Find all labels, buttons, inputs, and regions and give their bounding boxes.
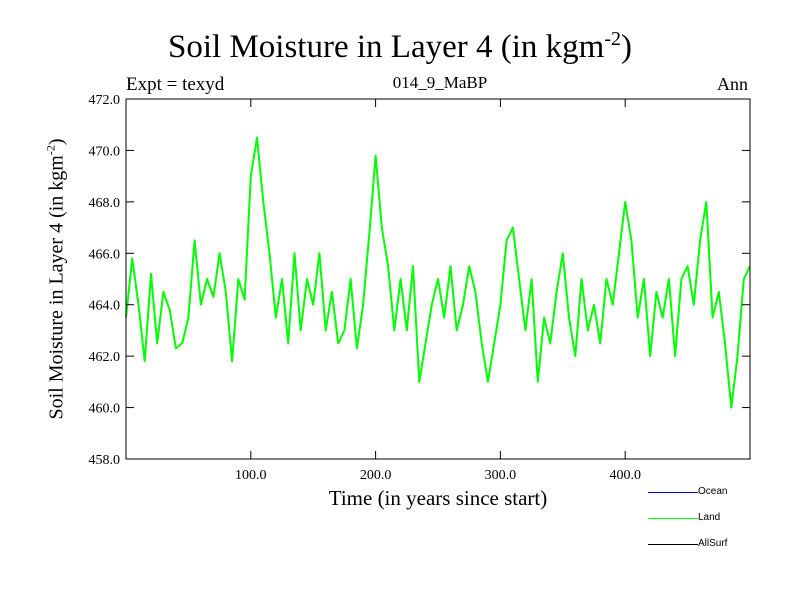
experiment-label: Expt = texyd [126,74,225,95]
series-line-land [125,136,751,409]
season-label: Ann [717,74,748,94]
x-tick-label: 200.0 [360,468,392,483]
y-tick-label: 458.0 [89,453,121,468]
y-tick-label: 464.0 [89,299,121,314]
chart-title: Soil Moisture in Layer 4 (in kgm-2) [168,28,632,65]
legend-swatch [648,492,698,493]
series-layer [125,136,751,409]
x-tick-label: 300.0 [485,468,517,483]
legend-label: Ocean [698,486,728,497]
legend-swatch [648,544,698,545]
ticks-layer: 458.0 460.0 462.0 464.0 466.0 468.0 470.0 472.0… [89,93,750,483]
legend-swatch [648,518,698,519]
legend-label: AllSurf [698,538,728,549]
x-tick-label: 100.0 [235,468,267,483]
y-tick-label: 462.0 [89,350,121,365]
plot-frame [125,98,751,460]
y-tick-label: 468.0 [89,196,121,211]
legend-label: Land [698,512,721,523]
x-axis-label: Time (in years since start) [328,486,548,510]
y-tick-label: 470.0 [89,144,121,159]
y-tick-label: 460.0 [89,402,121,417]
y-tick-label: 466.0 [89,247,121,262]
x-tick-label: 400.0 [609,468,641,483]
chart-subtitle: 014_9_MaBP [392,73,488,92]
y-tick-label: 472.0 [89,93,121,108]
